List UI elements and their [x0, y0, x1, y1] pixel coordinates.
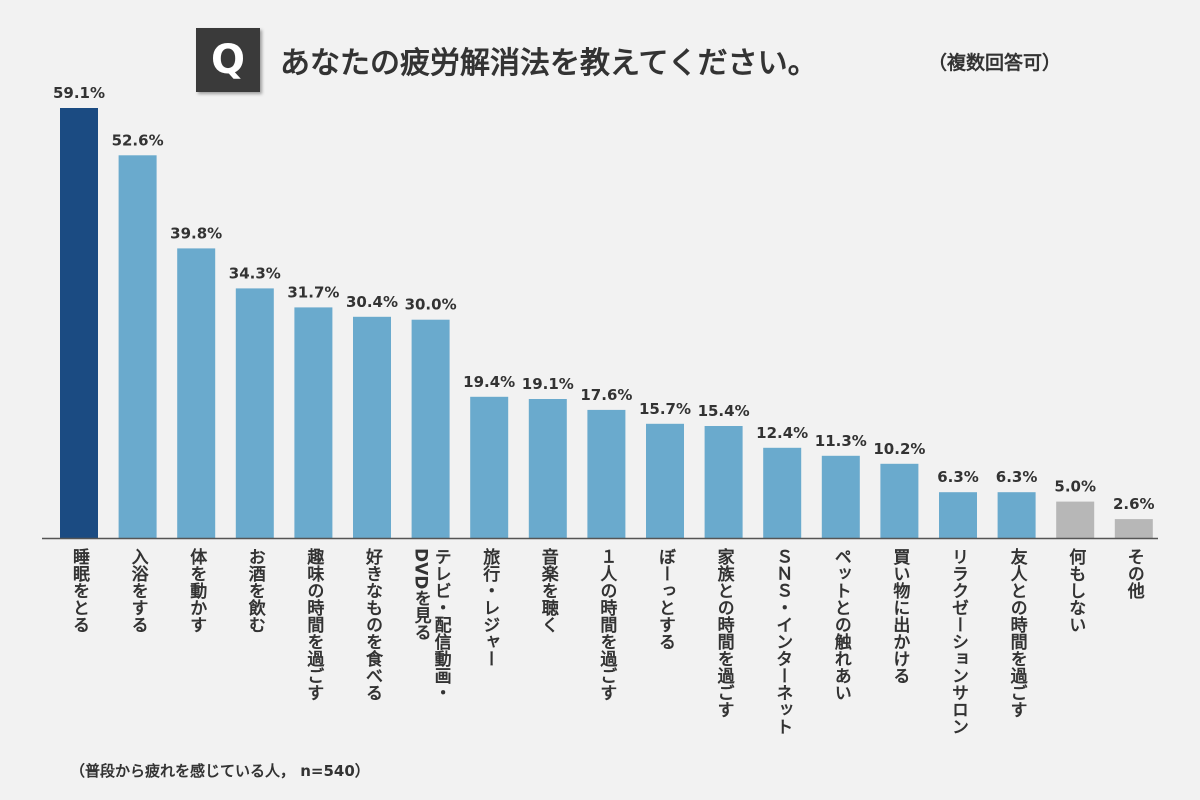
bar: [528, 399, 567, 538]
category-label-text: ペットとの触れあい: [831, 548, 853, 701]
category-label-text: 音楽を聴く: [538, 547, 559, 633]
category-label-text: 家族との時間を過ごす: [714, 547, 735, 718]
category-label-text: ＳＮＳ・インターネット: [772, 548, 792, 735]
bar-value-label: 6.3%: [937, 468, 979, 486]
category-label-text: 入浴をする: [128, 548, 149, 633]
bar: [763, 447, 802, 538]
category-label-text: テレビ・配信動画・: [431, 548, 452, 701]
bar-value-label: 15.7%: [639, 400, 691, 418]
bar-value-label: 31.7%: [287, 283, 339, 301]
bar-value-label: 34.3%: [229, 264, 281, 282]
category-label-text: 友人との時間を過ごす: [1007, 547, 1028, 718]
category-label-text: １人の時間を過ごす: [596, 548, 617, 701]
bar-value-label: 5.0%: [1054, 478, 1096, 496]
category-label: 友人との時間を過ごす: [1007, 547, 1028, 718]
bar-value-label: 59.1%: [53, 84, 105, 102]
bar-value-label: 17.6%: [580, 386, 632, 404]
bar-value-label: 30.4%: [346, 293, 398, 311]
category-label: １人の時間を過ごす: [596, 548, 617, 701]
bar: [1114, 519, 1153, 538]
bar-value-label: 12.4%: [756, 424, 808, 442]
category-label-text: ぼーっとする: [655, 548, 675, 650]
category-label-text: DVDを見る: [411, 548, 433, 640]
category-label: 何もしない: [1065, 547, 1086, 633]
bar-value-label: 19.4%: [463, 373, 515, 391]
category-label-text: 旅行・レジャー: [479, 547, 501, 667]
bar: [118, 155, 157, 539]
bar-value-label: 2.6%: [1113, 495, 1155, 513]
category-label: ぼーっとする: [655, 548, 675, 650]
category-label: リラクゼーションサロン: [948, 548, 969, 735]
bar: [821, 455, 860, 538]
category-label: 体を動かす: [186, 547, 207, 633]
bar: [411, 319, 450, 538]
chart-title: あなたの疲労解消法を教えてください。: [280, 46, 818, 81]
category-label-text: お酒を飲む: [245, 548, 266, 633]
bar: [470, 396, 509, 538]
bar: [587, 409, 626, 538]
bar-value-label: 6.3%: [996, 468, 1038, 486]
title-note: （複数回答可）: [928, 52, 1062, 74]
category-label: 入浴をする: [128, 548, 149, 633]
bar-value-label: 19.1%: [522, 375, 574, 393]
bar: [997, 492, 1036, 538]
category-label-text: 趣味の時間を過ごす: [303, 547, 325, 701]
category-label: 好きなものを食べる: [362, 547, 384, 701]
bar: [235, 288, 274, 538]
bar-value-label: 30.0%: [405, 296, 457, 314]
category-label: 家族との時間を過ごす: [714, 547, 735, 718]
bar-value-label: 39.8%: [170, 224, 222, 242]
bar: [704, 426, 743, 538]
bar: [880, 463, 919, 538]
category-label-text: 何もしない: [1065, 547, 1086, 633]
category-label: ペットとの触れあい: [831, 548, 853, 701]
category-label-text: 好きなものを食べる: [362, 547, 384, 701]
bar-value-label: 52.6%: [112, 131, 164, 149]
bar: [1056, 501, 1095, 538]
bar: [177, 248, 216, 538]
question-badge: Q: [196, 28, 260, 92]
bar-value-label: 11.3%: [815, 432, 867, 450]
category-label-text: その他: [1124, 548, 1146, 599]
footnote: （普段から疲れを感じている人， n=540）: [70, 762, 370, 780]
bar: [646, 423, 684, 538]
category-label: テレビ・配信動画・DVDを見る: [411, 548, 452, 701]
bar-value-label: 10.2%: [873, 440, 925, 458]
category-label-text: リラクゼーションサロン: [948, 548, 969, 735]
category-label: ＳＮＳ・インターネット: [772, 548, 792, 735]
category-label: お酒を飲む: [245, 548, 266, 633]
bar-value-label: 15.4%: [698, 402, 750, 420]
category-label-text: 買い物に出かける: [889, 548, 910, 684]
bar: [294, 307, 333, 538]
bar: [60, 108, 98, 538]
category-label: 買い物に出かける: [889, 548, 910, 684]
category-label-text: 睡眠をとる: [69, 547, 90, 633]
bar: [939, 492, 977, 538]
category-label: 旅行・レジャー: [479, 547, 501, 667]
category-label: 音楽を聴く: [538, 547, 559, 633]
category-label-text: 体を動かす: [186, 547, 207, 633]
category-label: 睡眠をとる: [69, 547, 90, 633]
category-label: 趣味の時間を過ごす: [303, 547, 325, 701]
bar: [353, 316, 391, 538]
category-label: その他: [1124, 548, 1146, 599]
